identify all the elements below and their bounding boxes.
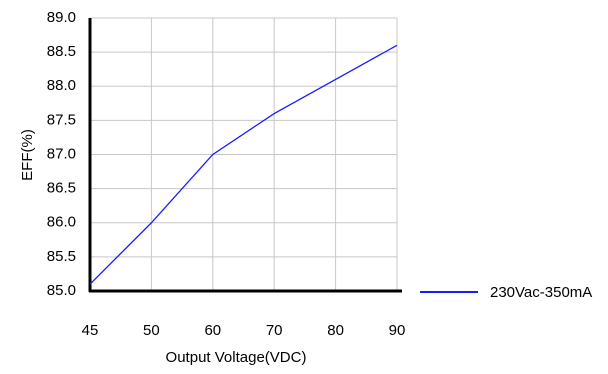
y-tick-label: 88.0 — [47, 77, 76, 94]
grid-lines — [90, 17, 398, 291]
y-tick-label: 86.5 — [47, 180, 76, 197]
y-tick-label: 88.5 — [47, 43, 76, 60]
legend: 230Vac-350mA — [420, 284, 592, 301]
y-tick-label: 89.0 — [47, 9, 76, 26]
series-lines — [89, 44, 398, 285]
x-tick-label: 90 — [389, 322, 406, 339]
y-tick-label: 87.0 — [47, 145, 76, 162]
y-axis-title: EFF(%) — [19, 129, 36, 181]
x-tick-label: 60 — [204, 322, 221, 339]
y-tick-label: 85.5 — [47, 248, 76, 265]
y-tick-label: 87.5 — [47, 111, 76, 128]
y-tick-label: 85.0 — [47, 282, 76, 299]
x-axis-title: Output Voltage(VDC) — [166, 349, 307, 366]
x-tick-label: 80 — [327, 322, 344, 339]
x-tick-label: 45 — [82, 322, 99, 339]
series-line-230Vac-350mA — [89, 44, 398, 285]
legend-label: 230Vac-350mA — [490, 284, 592, 301]
tick-labels: 85.0 85.5 86.0 86.5 87.0 87.5 88.0 88.5 89.0 45 50… — [47, 9, 406, 339]
x-tick-label: 50 — [143, 322, 160, 339]
y-tick-label: 86.0 — [47, 214, 76, 231]
x-tick-label: 70 — [266, 322, 283, 339]
axes — [88, 18, 402, 293]
